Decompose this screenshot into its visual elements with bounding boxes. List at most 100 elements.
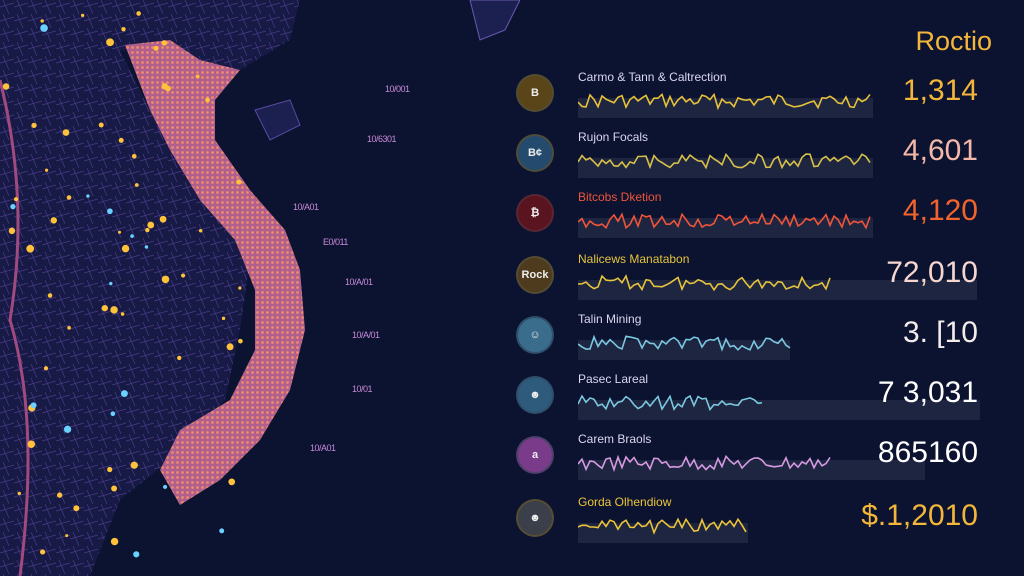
city-dot [106,38,114,47]
island [254,99,301,141]
city-dot [136,11,141,16]
city-dot [111,485,118,492]
city-dot [26,244,35,253]
coin-icon: B¢ [518,136,552,170]
city-dot [219,528,225,534]
stat-row[interactable]: ☺ Talin Mining 3. [10 [510,312,1000,372]
sparkline [578,152,873,178]
city-dot [17,491,21,496]
stat-row[interactable]: B¢ Rujon Focals 4,601 [510,130,1000,190]
city-dot [10,203,16,210]
sparkline [578,517,748,543]
city-dot [198,229,203,233]
map-label: 10/01 [352,384,373,394]
row-value: 4,601 [902,134,978,167]
sparkline-path [578,274,831,292]
sparkline [578,394,980,420]
city-dot [63,425,72,433]
city-dot [147,221,155,229]
row-label: Gorda Olhendiow [578,495,672,509]
map-label: 10/A/01 [352,330,380,340]
city-dot [101,304,108,312]
map-label: 10/6301 [367,134,397,144]
row-value: 3. [10 [902,316,978,349]
stat-row[interactable]: B Carmo & Tann & Caltrection 1,314 [510,70,1000,130]
city-dot [40,24,48,32]
city-dot [13,197,19,202]
row-label: Bitcobs Dketion [578,190,662,204]
city-dot [117,230,122,234]
sparkline-path [578,92,871,111]
city-dot [121,244,130,253]
vietnam-region [125,40,305,505]
sparkline-path [578,212,871,230]
city-dot [8,227,16,235]
city-dot [177,355,182,361]
city-dot [107,466,113,473]
city-dot [134,183,139,187]
coin-icon: ☺ [518,318,552,352]
city-dot [131,153,137,159]
row-value: 865160 [877,436,978,469]
city-dot [66,195,72,200]
row-label: Carem Braols [578,432,652,446]
coin-icon: Rock [518,258,552,292]
city-dot [107,208,113,215]
city-dot [118,137,124,143]
row-label: Talin Mining [578,312,642,326]
sparkline-path [578,394,763,412]
sparkline [578,212,873,238]
map-label: 10/A/01 [345,277,373,287]
city-dot [2,83,10,90]
city-dot [161,83,168,90]
map-label: 10/A01 [310,443,336,453]
sparkline-path [578,334,791,352]
city-dot [205,97,210,103]
city-dot [228,478,236,486]
coin-icon: a [518,438,552,472]
row-value: $.1,2010 [861,499,978,532]
city-dot [110,537,119,546]
city-dot [65,534,69,538]
stat-row[interactable]: ₿ Bitcobs Dketion 4,120 [510,190,1000,250]
sparkline-path [578,454,831,473]
city-dot [221,316,226,321]
map[interactable] [0,0,520,576]
sparkline [578,274,977,300]
map-label: E0/011 [323,237,348,247]
sparkline [578,334,791,360]
city-dot [40,19,44,23]
city-dot [159,215,167,223]
city-dot [45,168,49,172]
city-dot [27,440,36,448]
city-dot [67,326,71,330]
city-dot [98,122,104,128]
city-dot [144,245,149,249]
row-value: 72,010 [886,256,978,289]
city-dot [145,227,150,233]
city-dot [120,312,125,316]
panel-title: Roctio [915,26,992,56]
stat-row[interactable]: ☻ Gorda Olhendiow $.1,2010 [510,495,1000,555]
city-dot [43,366,49,371]
row-value: 4,120 [902,194,978,227]
sparkline [578,92,873,118]
city-dot [161,275,170,284]
coin-icon: B [518,76,552,110]
row-label: Nalicews Manatabon [578,252,690,266]
city-dot [161,40,168,46]
sparkline [578,454,925,480]
row-label: Rujon Focals [578,130,649,144]
coin-icon: ☻ [518,501,552,535]
city-dot [62,129,70,136]
stat-row[interactable]: ☻ Pasec Lareal 7 3,031 [510,372,1000,432]
city-dot [163,484,168,490]
row-label: Pasec Lareal [578,372,649,386]
city-dot [73,505,80,512]
city-dot [80,13,85,18]
city-dot [31,122,37,128]
stat-row[interactable]: a Carem Braols 865160 [510,432,1000,492]
city-dot [39,549,46,555]
map-label: 10/A01 [293,202,319,212]
stat-row[interactable]: Rock Nalicews Manatabon 72,010 [510,252,1000,312]
